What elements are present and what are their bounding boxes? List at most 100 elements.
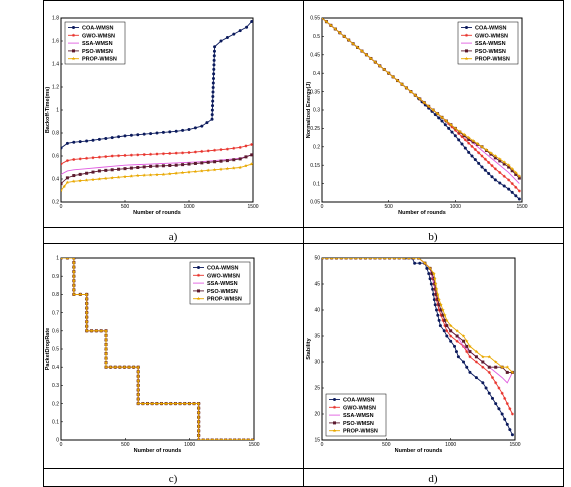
data-point [449,329,453,333]
data-point [473,158,477,162]
data-point [434,287,439,291]
data-point [84,319,89,324]
data-point [72,265,76,269]
data-point [174,151,178,155]
data-point [225,159,229,163]
data-point [480,154,484,158]
data-point [445,329,449,333]
data-point [400,82,404,86]
data-point [206,149,210,153]
chart-a: 0 500 1000 1500 0.2 0.4 0.6 0.8 1 1.2 1.4 1.6 1.8 Num… [45,16,259,243]
data-point [97,169,101,173]
data-point [503,396,507,400]
y-tick-label: 35 [314,334,320,340]
data-point [462,132,467,137]
data-point [116,175,121,179]
data-point [200,161,204,165]
data-point [129,153,133,157]
data-point [498,171,502,175]
data-point [382,67,387,72]
data-point [193,150,197,154]
data-point [155,401,159,406]
y-tick-label: 1.6 [52,39,59,45]
data-point [417,258,420,260]
data-point [463,146,467,150]
data-point [148,173,153,177]
data-point [84,310,89,315]
data-point [500,365,504,369]
data-point [168,163,172,167]
y-tick-label: 0.1 [313,181,320,187]
data-point [373,60,378,64]
data-point [466,135,471,140]
data-point [500,391,504,395]
data-point [249,162,253,166]
data-point [333,398,336,401]
data-point [211,90,215,94]
data-point [219,438,223,440]
figure-grid: 0 500 1000 15000.20.40.60.811.21.41.61.8Num… [43,0,564,487]
data-point [465,350,469,354]
data-point [507,178,511,182]
data-point [508,407,512,411]
data-point [211,99,215,103]
data-point [402,258,406,260]
y-tick-label: 0.4 [313,71,320,77]
y-axis-title: Backoff-Time(ms) [45,87,51,134]
y-tick-label: 0.3 [52,383,59,389]
data-point [493,156,497,160]
data-point [413,261,417,265]
data-point [104,365,108,369]
data-point [219,159,223,163]
x-tick-label: 1000 [450,204,461,210]
data-point [104,333,108,337]
data-point [465,26,468,29]
x-tick-label: 1000 [445,442,456,448]
data-point [443,324,447,328]
data-point [453,128,457,132]
series-prop-wmsn [61,162,253,193]
data-point [237,438,242,440]
data-point [211,81,215,85]
data-point [435,308,439,312]
data-point [364,52,369,57]
data-point [149,164,153,168]
data-point [398,258,401,260]
data-point [212,67,216,71]
data-point [246,438,251,440]
data-point [214,438,219,440]
data-point [210,438,214,440]
data-point [335,258,338,260]
data-point [232,438,237,440]
data-point [477,151,481,155]
data-point [457,129,462,133]
data-point [480,144,484,149]
legend-label: PROP-WMSN [343,429,378,435]
series-line [322,18,520,177]
data-point [489,151,493,155]
data-point [464,339,469,343]
data-point [110,175,115,180]
data-point [196,296,201,301]
data-point [187,162,191,166]
data-point [431,287,435,291]
data-point [131,365,136,369]
data-point [467,150,471,154]
data-point [213,160,217,164]
data-point [468,370,472,374]
data-point [490,376,494,380]
x-tick-label: 500 [384,204,393,210]
data-point [150,401,154,406]
data-point [484,147,489,152]
data-point [425,266,429,270]
data-point [61,258,63,260]
data-point [155,164,159,168]
series-layer [322,258,515,437]
data-point [498,181,502,185]
legend-label: PSO-WMSN [207,289,238,295]
data-point [429,282,433,286]
data-point [442,329,446,333]
data-point [514,172,518,176]
y-tick-label: 1 [56,256,59,262]
